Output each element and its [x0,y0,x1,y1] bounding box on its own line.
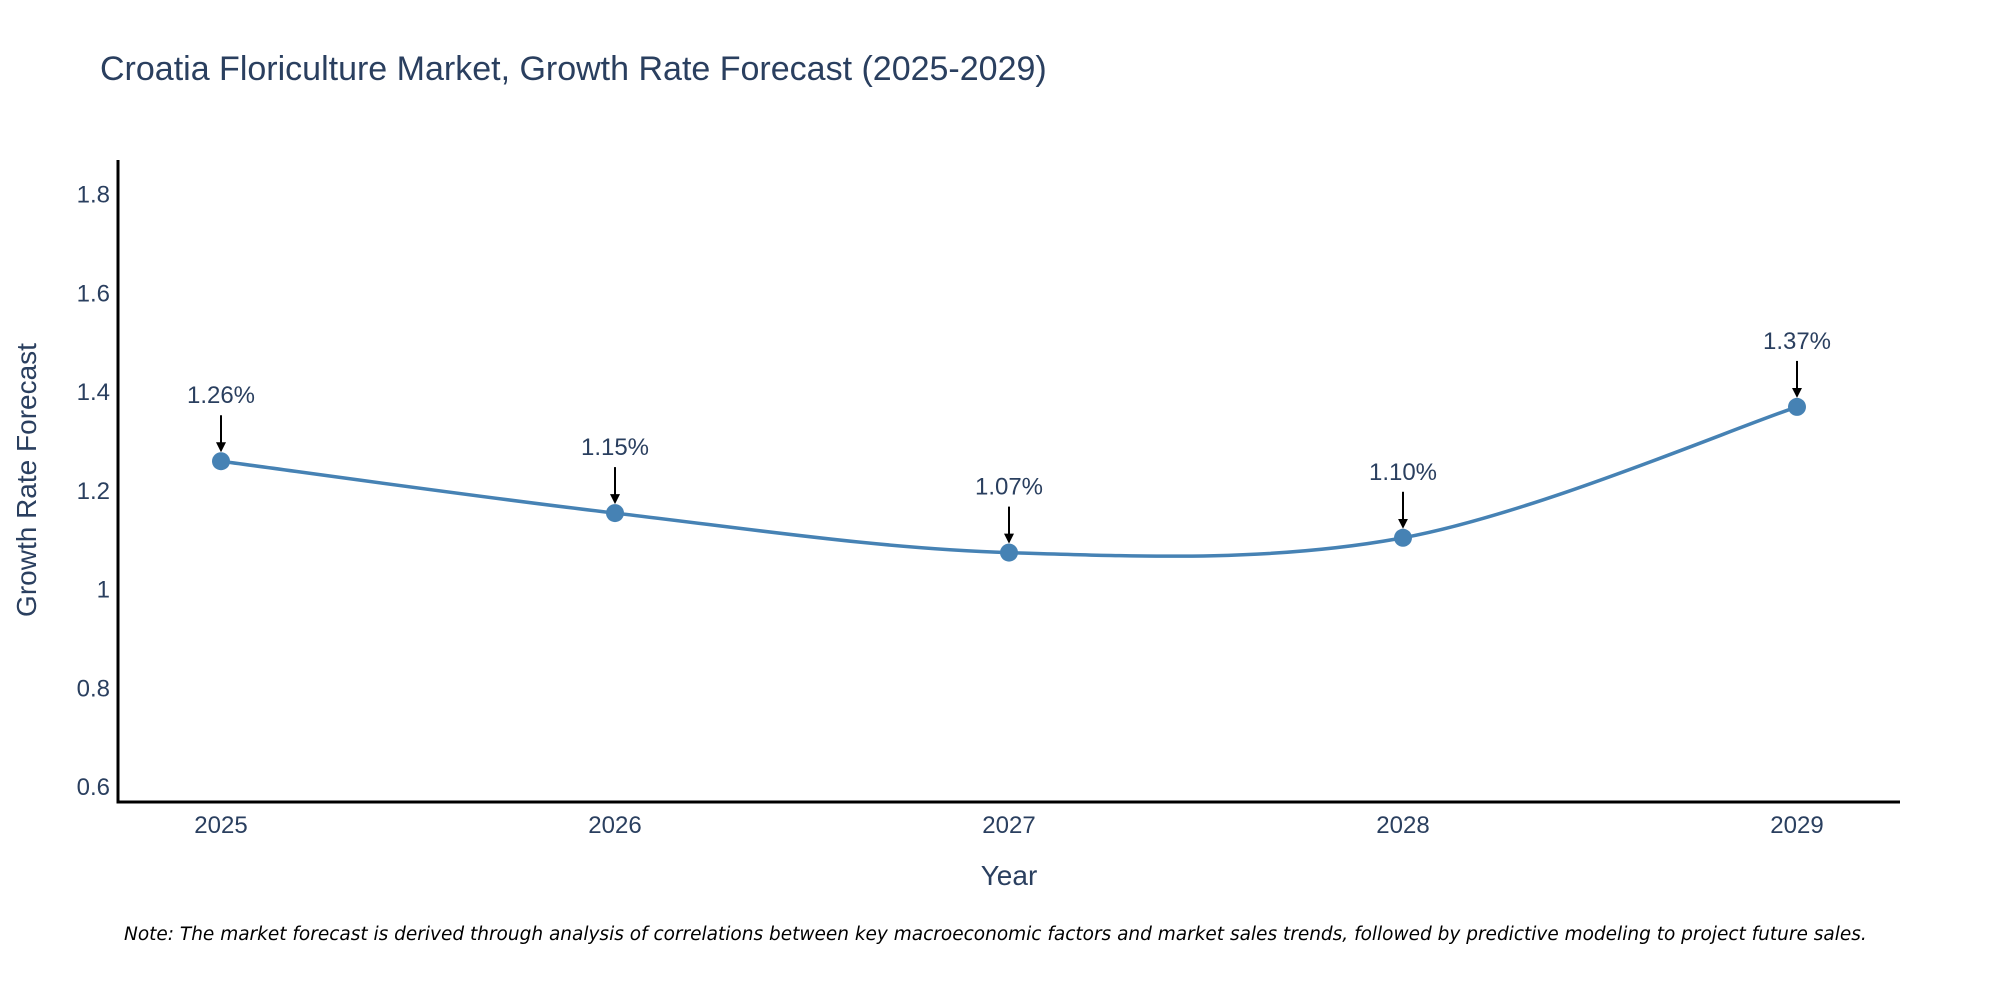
data-point [606,504,624,523]
y-tick-label: 1.6 [77,280,110,307]
data-point [1000,543,1018,562]
data-label: 1.07% [975,474,1043,501]
y-tick-label: 0.8 [77,675,110,702]
y-tick-label: 0.6 [77,774,110,801]
x-axis-ticks: 2025 2026 2027 2028 2029 [194,812,1823,839]
data-point [1788,397,1806,416]
x-tick-label: 2026 [588,812,641,839]
data-label: 1.15% [581,434,649,461]
y-tick-label: 1.2 [77,478,110,505]
y-tick-label: 1.4 [77,379,110,406]
chart-title: Croatia Floriculture Market, Growth Rate… [100,50,1047,88]
data-markers [212,397,1806,562]
x-tick-label: 2029 [1770,812,1823,839]
y-axis-title: Growth Rate Forecast [11,343,42,617]
x-tick-label: 2027 [982,812,1035,839]
y-axis-ticks: 0.6 0.8 1 1.2 1.4 1.6 1.8 [77,182,110,802]
x-axis-title: Year [981,860,1038,891]
data-point [1394,528,1412,547]
y-tick-label: 1 [97,577,110,604]
x-tick-label: 2025 [194,812,247,839]
data-label: 1.10% [1369,459,1437,486]
data-label: 1.37% [1763,328,1831,355]
footnote: Note: The market forecast is derived thr… [124,924,1867,945]
y-tick-label: 1.8 [77,182,110,209]
x-tick-label: 2028 [1376,812,1429,839]
data-label: 1.26% [187,382,255,409]
data-annotations: 1.26% 1.15% 1.07% 1.10% 1.37% [187,328,1831,544]
data-point [212,452,230,471]
